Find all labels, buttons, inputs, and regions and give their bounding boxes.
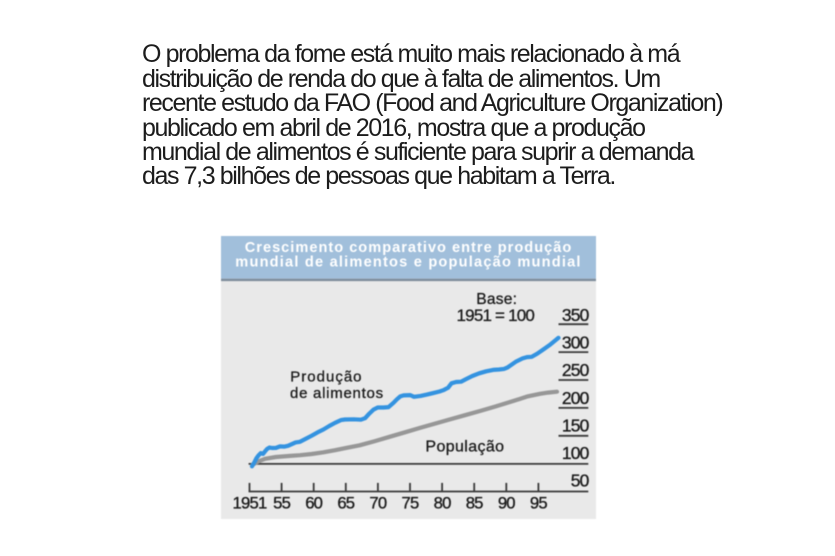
svg-text:60: 60 bbox=[305, 493, 322, 512]
svg-text:95: 95 bbox=[530, 493, 547, 512]
svg-text:50: 50 bbox=[571, 470, 589, 490]
svg-text:150: 150 bbox=[562, 415, 589, 435]
svg-text:70: 70 bbox=[369, 493, 386, 512]
svg-text:300: 300 bbox=[562, 332, 589, 352]
svg-text:100: 100 bbox=[562, 443, 589, 463]
svg-text:Produção: Produção bbox=[290, 368, 362, 385]
svg-text:65: 65 bbox=[337, 493, 354, 512]
svg-text:de alimentos: de alimentos bbox=[290, 385, 384, 402]
svg-text:85: 85 bbox=[466, 493, 483, 512]
svg-text:90: 90 bbox=[498, 493, 515, 512]
svg-text:Crescimento comparativo entre: Crescimento comparativo entre produção bbox=[245, 239, 573, 255]
svg-text:75: 75 bbox=[402, 493, 419, 512]
svg-text:350: 350 bbox=[562, 304, 589, 324]
svg-text:250: 250 bbox=[562, 360, 589, 380]
svg-text:200: 200 bbox=[562, 387, 589, 407]
svg-text:55: 55 bbox=[273, 493, 290, 512]
svg-text:80: 80 bbox=[434, 493, 451, 512]
svg-text:mundial de alimentos e populaç: mundial de alimentos e população mundial bbox=[235, 254, 581, 270]
svg-text:População: População bbox=[425, 438, 504, 455]
svg-text:1951 = 100: 1951 = 100 bbox=[457, 306, 535, 325]
svg-text:1951: 1951 bbox=[233, 493, 267, 512]
svg-text:Base:: Base: bbox=[476, 290, 517, 307]
